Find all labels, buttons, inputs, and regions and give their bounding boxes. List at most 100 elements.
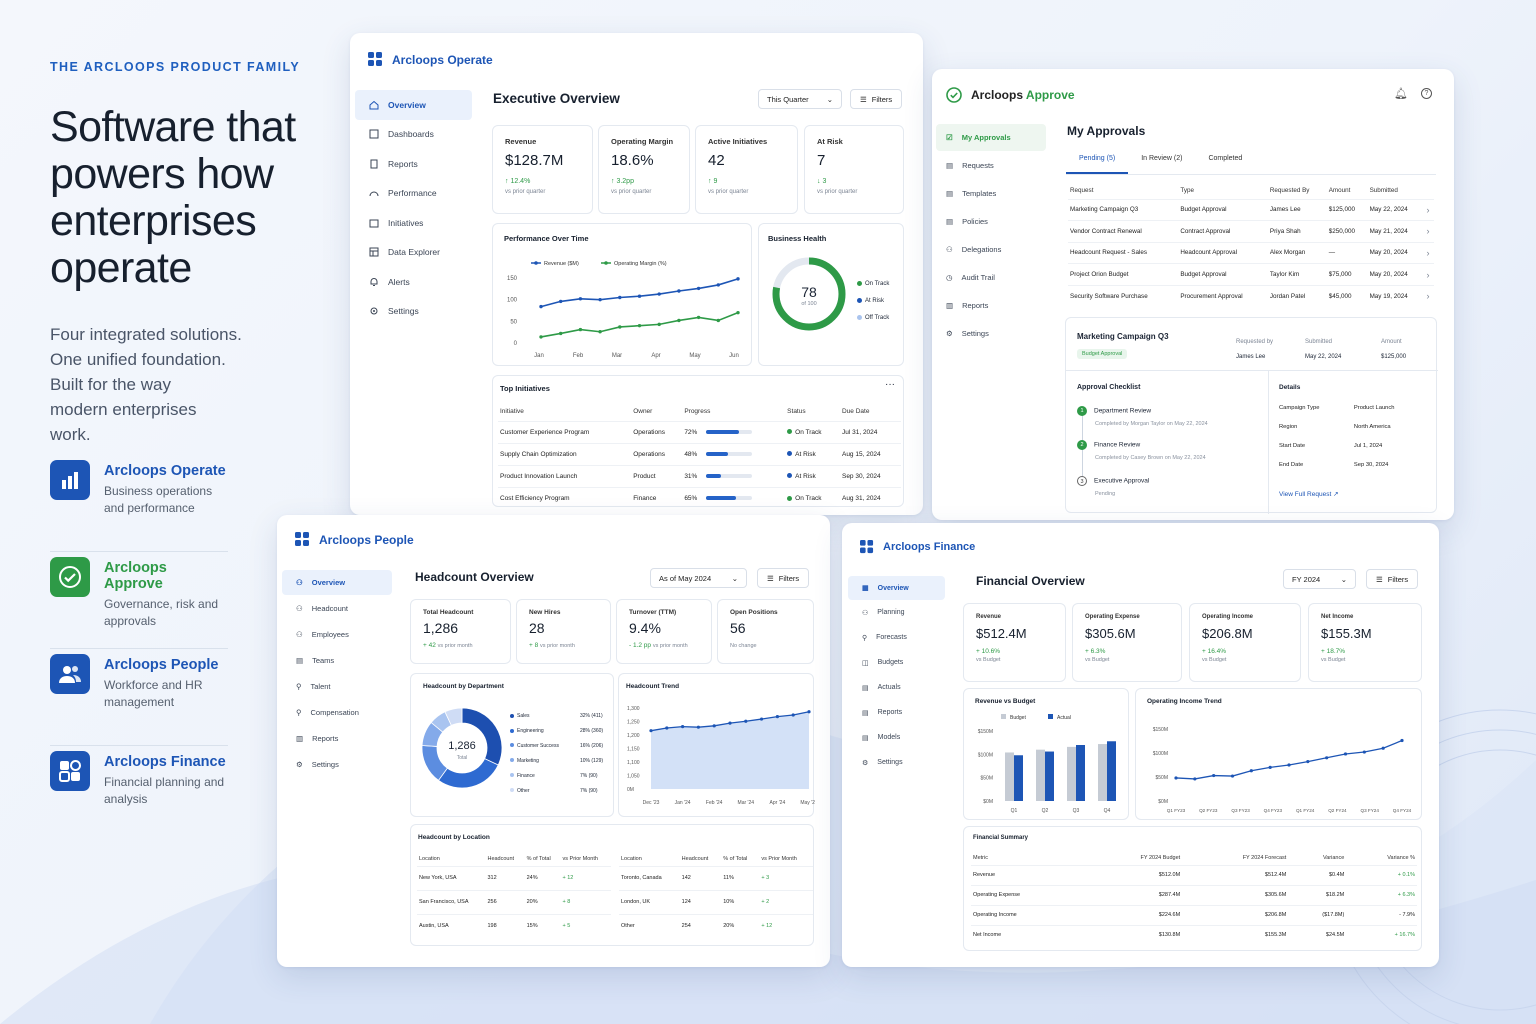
view-full-request-link[interactable]: View Full Request ↗ [1279,490,1339,498]
table-cell: Procurement Approval [1178,284,1268,307]
product-finance[interactable]: Arcloops Finance Financial planning and a… [50,746,228,843]
home-icon [369,100,379,110]
col-header: Status [787,407,806,415]
sidebar-item-audit-trail[interactable]: ◷ Audit Trail [936,263,1046,291]
kpi-value: $512.4M [976,626,1027,641]
x-tick-label: Apr '24 [770,800,786,806]
tab-in-review[interactable]: In Review (2) [1141,155,1183,162]
data-point [578,327,583,332]
sidebar-item-performance[interactable]: Performance [355,179,472,209]
table-cell: Headcount Approval [1178,241,1268,264]
kpi-note: vs prior month [540,643,575,649]
sidebar-item-reports[interactable]: ▥ Reports [282,725,392,751]
check-circle-icon [946,87,962,103]
kpi-card: Active Initiatives 42 ↑ 9 vs prior quarter [695,125,798,214]
operating-income-card: Operating Income Trend $0M $50M $100M $150M… [1135,688,1422,820]
table-row[interactable]: Product Innovation Launch Product 31% At Ri… [498,464,901,487]
table-row[interactable]: Headcount Request - Sales Headcount Appro… [1068,241,1434,264]
sidebar-item-actuals[interactable]: ▤ Actuals [848,675,945,700]
hero: THE ARCLOOPS PRODUCT FAMILY Software tha… [50,60,310,447]
table-row[interactable]: Cost Efficiency Program Finance 65% On Trac… [498,486,901,509]
period-select[interactable]: As of May 2024 ⌄ [650,568,747,588]
chart-title: Revenue vs Budget [975,698,1036,705]
data-point [618,325,622,329]
kpi-value: 56 [730,620,746,636]
sidebar-item-headcount[interactable]: ⚇ Headcount [282,595,392,621]
kpi-value: 18.6% [611,152,654,169]
sidebar-item-settings[interactable]: Settings [355,297,472,327]
period-select[interactable]: FY 2024 ⌄ [1283,569,1356,589]
kpi-delta: ↑ 9 [708,178,718,185]
sidebar-item-overview[interactable]: Overview [355,90,472,120]
sidebar-item-reports[interactable]: Reports [355,149,472,179]
people-window: Arcloops People ⚇ Overview ⚇ Headcount ⚇ Em… [277,515,830,967]
sidebar-item-overview[interactable]: ▦ Overview [848,576,945,600]
sidebar-item-forecasts[interactable]: ⚲ Forecasts [848,625,945,650]
gear-icon [370,307,378,315]
sidebar-item-policies[interactable]: ▤ Policies [936,207,1046,235]
table-cell: Finance [631,486,683,509]
tab-pending[interactable]: Pending (5) [1066,155,1129,174]
series-line [540,278,739,308]
sidebar-item-settings[interactable]: ⚙ Settings [282,751,392,777]
data-point [598,330,602,334]
sidebar-item-overview[interactable]: ⚇ Overview [282,570,392,595]
table-row[interactable]: Marketing Campaign Q3 Budget Approval Jame… [1068,198,1434,221]
table-row[interactable]: Vendor Contract Renewal Contract Approval… [1068,220,1434,243]
sidebar-item-planning[interactable]: ⚇ Planning [848,600,945,625]
filters-button[interactable]: ☰ Filters [1366,569,1419,589]
sidebar-item-employees[interactable]: ⚇ Employees [282,621,392,647]
chart-title: Performance Over Time [504,234,589,243]
y-tick-label: $0M [1158,799,1168,805]
sidebar-item-models[interactable]: ▤ Models [848,725,945,750]
table-row[interactable]: Security Software Purchase Procurement Ap… [1068,284,1434,307]
x-tick-label: Jan '24 [675,800,691,806]
kpi-delta: + 6.3% [1085,648,1106,655]
data-point [1343,752,1348,756]
sidebar-item-settings[interactable]: ⚙ Settings [936,319,1046,347]
bell-icon[interactable]: 🔔︎ [1394,88,1408,100]
table-cell: + 5 [560,913,611,938]
table-cell: Marketing Campaign Q3 [1068,198,1179,221]
table-row[interactable]: Project Orion Budget Budget Approval Taylo… [1068,263,1434,286]
filters-button[interactable]: ☰ Filters [850,89,903,109]
filters-button[interactable]: ☰ Filters [757,568,810,588]
performance-icon [369,191,379,197]
sidebar-label: Policies [962,216,988,226]
sidebar-item-budgets[interactable]: ◫ Budgets [848,650,945,675]
budget-icon: ◫ [862,659,869,667]
sidebar-item-delegations[interactable]: ⚇ Delegations [936,235,1046,263]
bar-budget [1005,752,1014,801]
table-cell: North America [1353,423,1391,430]
sidebar-item-compensation[interactable]: ⚲ Compensation [282,699,392,725]
sidebar-item-alerts[interactable]: Alerts [355,267,472,297]
table-cell: Jul 1, 2024 [1353,442,1383,449]
product-operate[interactable]: Arcloops Operate Business operations and … [50,455,228,552]
table-cell: Product Innovation Launch [498,464,632,487]
tab-completed[interactable]: Completed [1208,155,1243,162]
sidebar-item-talent[interactable]: ⚲ Talent [282,673,392,699]
sidebar-item-settings[interactable]: ⚙ Settings [848,750,945,775]
kpi-value: $206.8M [1202,626,1253,641]
kpi-label: At Risk [817,137,843,146]
product-approve[interactable]: Arcloops Approve Governance, risk and app… [50,552,228,649]
sidebar-item-teams[interactable]: ▤ Teams [282,647,392,673]
more-icon[interactable]: ··· [885,379,895,390]
sidebar-item-reports[interactable]: ▤ Reports [848,700,945,725]
table-row[interactable]: Customer Experience Program Operations 72%… [498,420,901,443]
sidebar-item-dashboards[interactable]: Dashboards [355,120,472,150]
table-cell: + 12 [560,865,611,890]
product-people[interactable]: Arcloops People Workforce and HR manageme… [50,649,228,746]
sidebar-item-requests[interactable]: ▤ Requests [936,151,1046,179]
help-icon[interactable]: ? [1421,88,1432,99]
sidebar-item-data-explorer[interactable]: Data Explorer [355,238,472,268]
sidebar-item-templates[interactable]: ▤ Templates [936,179,1046,207]
sidebar-item-my-approvals[interactable]: ☑ My Approvals [936,124,1046,151]
period-select[interactable]: This Quarter ⌄ [758,89,842,109]
sidebar-item-reports[interactable]: ▥ Reports [936,291,1046,319]
table-row[interactable]: Supply Chain Optimization Operations 48% At… [498,442,901,465]
sidebar-item-initiatives[interactable]: Initiatives [355,208,472,238]
table-cell: Product Launch [1353,404,1395,411]
table-cell: At Risk [785,442,840,465]
table-cell: $287.4M [1084,884,1183,905]
